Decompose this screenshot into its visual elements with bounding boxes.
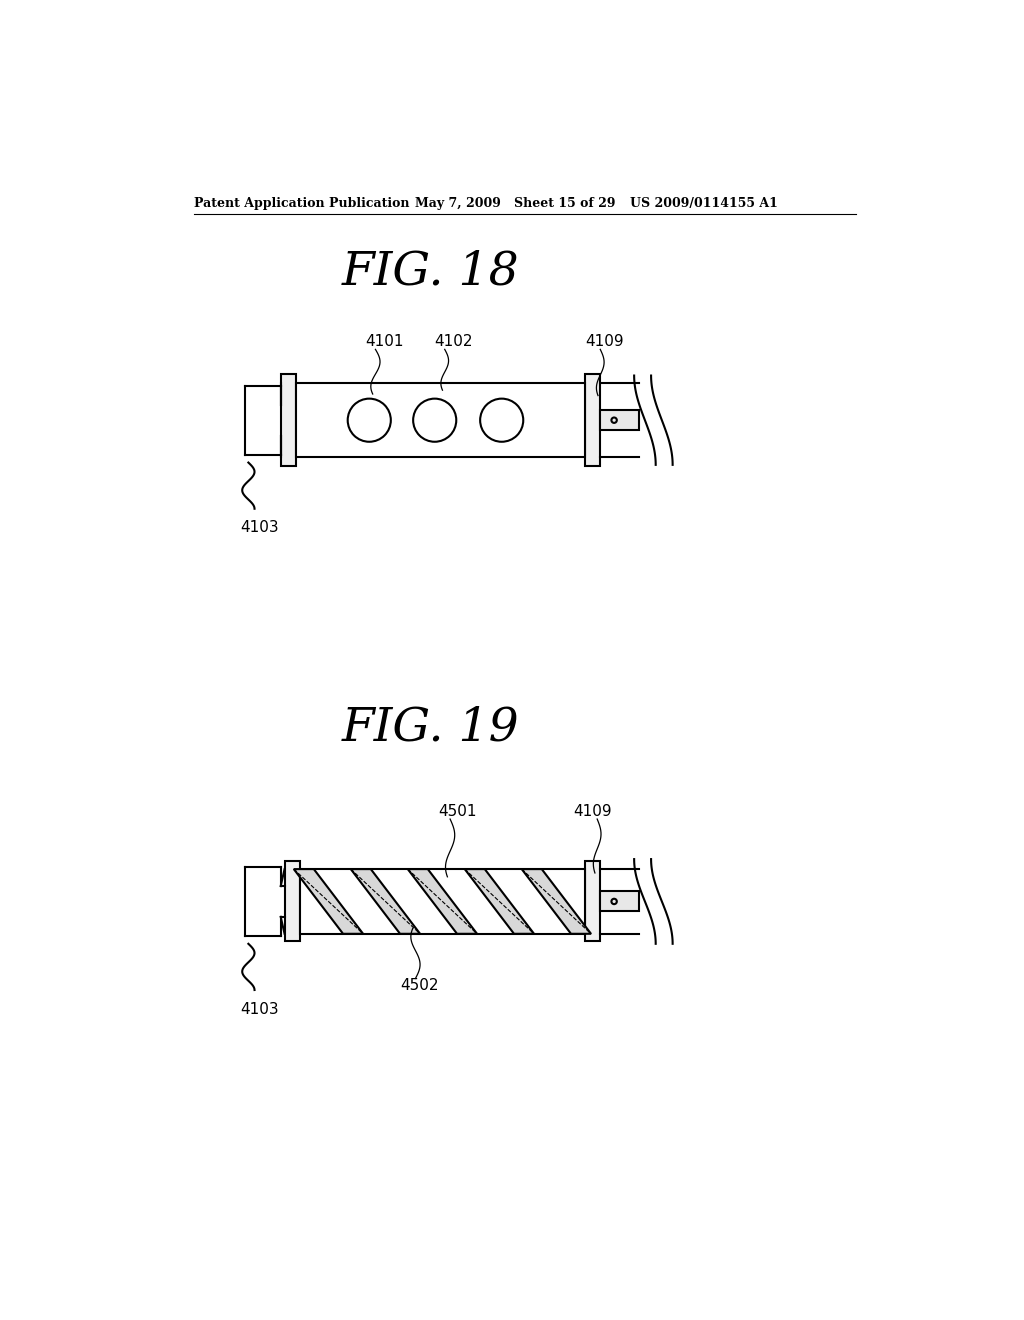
Text: 4501: 4501: [438, 804, 477, 818]
Polygon shape: [294, 869, 364, 933]
Bar: [281, 374, 296, 466]
Bar: [600, 891, 639, 911]
Text: 4502: 4502: [400, 978, 438, 994]
Text: 4103: 4103: [241, 520, 280, 536]
Polygon shape: [465, 869, 535, 933]
Text: FIG. 19: FIG. 19: [342, 706, 520, 751]
Text: Patent Application Publication: Patent Application Publication: [194, 197, 410, 210]
Bar: [600, 411, 639, 430]
Text: FIG. 18: FIG. 18: [342, 249, 520, 294]
Bar: [285, 862, 300, 941]
Text: 4102: 4102: [435, 334, 473, 350]
Bar: [585, 862, 600, 941]
Polygon shape: [351, 869, 420, 933]
Text: 4109: 4109: [586, 334, 625, 350]
Polygon shape: [408, 869, 477, 933]
Polygon shape: [521, 869, 591, 933]
Text: US 2009/0114155 A1: US 2009/0114155 A1: [630, 197, 777, 210]
Bar: [585, 374, 600, 466]
Text: May 7, 2009   Sheet 15 of 29: May 7, 2009 Sheet 15 of 29: [416, 197, 616, 210]
Text: 4101: 4101: [366, 334, 403, 350]
Text: 4103: 4103: [241, 1002, 280, 1016]
Bar: [296, 383, 585, 457]
Text: 4109: 4109: [573, 804, 612, 818]
Bar: [300, 869, 585, 933]
